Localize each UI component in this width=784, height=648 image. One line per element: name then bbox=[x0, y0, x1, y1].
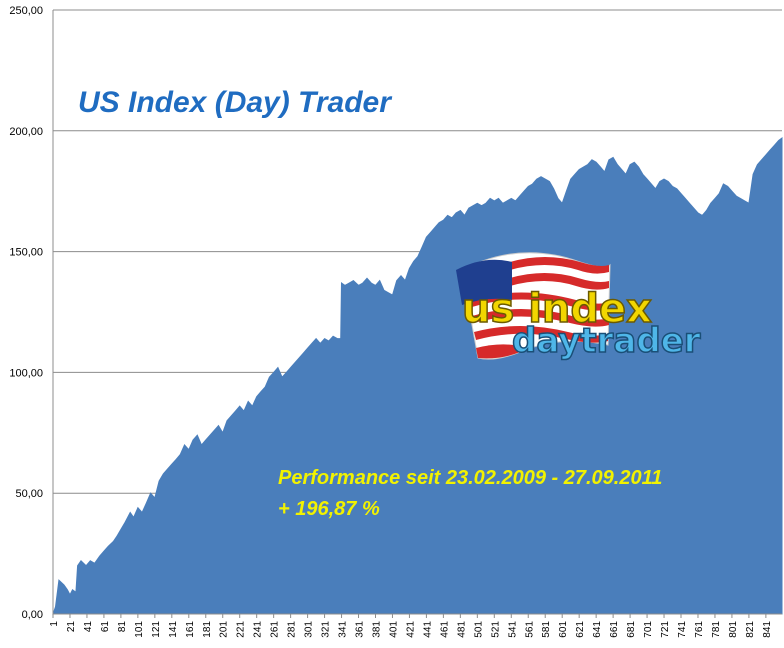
x-tick-label: 541 bbox=[507, 621, 518, 638]
x-tick-label: 821 bbox=[745, 621, 756, 638]
x-tick-label: 181 bbox=[202, 621, 213, 638]
y-tick-label: 150,00 bbox=[9, 247, 43, 259]
x-tick-label: 441 bbox=[422, 621, 433, 638]
x-tick-label: 41 bbox=[83, 621, 94, 633]
y-tick-label: 0,00 bbox=[22, 609, 43, 621]
x-tick-label: 21 bbox=[66, 621, 77, 633]
x-tick-label: 781 bbox=[711, 621, 722, 638]
y-tick-label: 50,00 bbox=[15, 488, 43, 500]
x-tick-label: 841 bbox=[762, 621, 773, 638]
us-flag-icon bbox=[456, 252, 611, 360]
logo-text-top: us index bbox=[462, 286, 652, 332]
x-tick-label: 301 bbox=[304, 621, 315, 638]
x-tick-label: 801 bbox=[728, 621, 739, 638]
x-tick-label: 421 bbox=[405, 621, 416, 638]
x-tick-label: 521 bbox=[490, 621, 501, 638]
x-tick-label: 681 bbox=[626, 621, 637, 638]
x-tick-label: 61 bbox=[100, 621, 111, 633]
y-tick-label: 100,00 bbox=[9, 367, 43, 379]
x-tick-label: 281 bbox=[287, 621, 298, 638]
x-tick-label: 261 bbox=[270, 621, 281, 638]
series-area bbox=[52, 137, 783, 615]
x-tick-label: 601 bbox=[558, 621, 569, 638]
x-tick-label: 641 bbox=[592, 621, 603, 638]
x-tick-label: 241 bbox=[253, 621, 264, 638]
x-tick-label: 201 bbox=[219, 621, 230, 638]
x-tick-label: 361 bbox=[355, 621, 366, 638]
x-tick-label: 721 bbox=[660, 621, 671, 638]
chart-title: US Index (Day) Trader bbox=[78, 86, 393, 119]
y-tick-label: 200,00 bbox=[9, 126, 43, 138]
x-tick-label: 141 bbox=[168, 621, 179, 638]
x-tick-label: 381 bbox=[371, 621, 382, 638]
x-tick-labels: 1 21 41 61 81 101 121 141 161 181 201 221 241 261 281 3… bbox=[49, 621, 773, 638]
x-tick-label: 1 bbox=[49, 621, 60, 627]
x-tick-label: 341 bbox=[338, 621, 349, 638]
x-tick-label: 101 bbox=[134, 621, 145, 638]
y-tick-labels: 0,00 50,00 100,00 150,00 200,00 250,00 bbox=[9, 5, 43, 621]
x-tick-label: 81 bbox=[117, 621, 128, 633]
x-tick-label: 481 bbox=[456, 621, 467, 638]
x-tick-label: 761 bbox=[694, 621, 705, 638]
logo-text-bottom: daytrader bbox=[512, 321, 701, 361]
x-tick-label: 121 bbox=[151, 621, 162, 638]
performance-value: + 196,87 % bbox=[278, 498, 380, 520]
x-tick-label: 581 bbox=[541, 621, 552, 638]
us-index-daytrader-logo: us index daytrader bbox=[456, 252, 702, 362]
performance-annotation: Performance seit 23.02.2009 - 27.09.2011 bbox=[278, 467, 662, 489]
x-tick-label: 161 bbox=[185, 621, 196, 638]
series-area-path bbox=[52, 137, 783, 615]
x-tick-label: 321 bbox=[321, 621, 332, 638]
x-tick-label: 461 bbox=[439, 621, 450, 638]
x-tick-label: 621 bbox=[575, 621, 586, 638]
x-tick-label: 741 bbox=[677, 621, 688, 638]
x-tick-label: 561 bbox=[524, 621, 535, 638]
x-tick-label: 401 bbox=[388, 621, 399, 638]
x-tick-label: 221 bbox=[236, 621, 247, 638]
x-tick-label: 661 bbox=[609, 621, 620, 638]
x-tick-label: 701 bbox=[643, 621, 654, 638]
x-tick-label: 501 bbox=[473, 621, 484, 638]
axes bbox=[52, 10, 782, 618]
y-tick-label: 250,00 bbox=[9, 5, 43, 17]
